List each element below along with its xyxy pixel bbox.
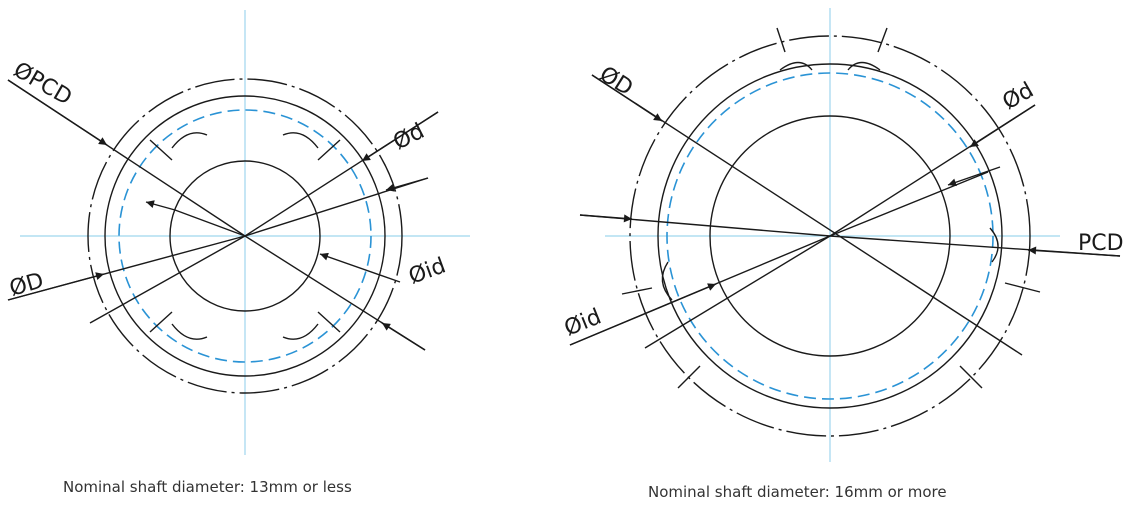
left-pitch-circle [118,109,372,363]
right-nut-diagram: ØD Ød PCD Øid [561,8,1124,462]
right-caption: Nominal shaft diameter: 16mm or more [648,483,947,501]
label-right-D: ØD [595,62,637,101]
right-thread-circle [657,63,1003,409]
label-d: Ød [389,119,428,155]
left-lower-right-arrow [381,322,426,351]
right-outer-circle [629,35,1031,437]
D-right-leader-line [591,74,1023,356]
left-upper-right-leader [244,177,429,237]
left-inner-arrow [145,200,176,211]
right-pitch-circle [666,72,994,400]
left-lower-leader-line [89,235,246,324]
left-dimension-leaders [7,79,439,351]
left-upper-right-arrow [385,177,429,192]
right-left-arrow [579,214,633,223]
left-inner-leader [174,209,246,237]
left-caption: Nominal shaft diameter: 13mm or less [63,478,352,496]
right-grooves [621,27,1041,389]
pcd-arrow [7,79,108,146]
left-nut-diagram: ØPCD Ød ØD Øid [7,10,470,455]
label-right-id: Øid [561,304,605,341]
d-arrow [361,111,439,162]
right-upper-right-leader [829,171,989,237]
id-arrow [319,252,401,283]
label-right-d: Ød [999,78,1039,115]
right-lower-left-leader [644,235,831,349]
left-grooves [149,132,341,340]
id-right-arrow [569,283,717,346]
D-right-arrow [591,74,663,122]
left-thread-circle [104,95,386,377]
right-dimension-leaders [569,74,1121,356]
label-right-pcd: PCD [1078,231,1124,256]
right-inner-circle [709,115,951,357]
left-outer-circle [87,78,403,394]
left-inner-circle [169,160,321,312]
D-arrow [7,272,105,301]
d-right-arrow [969,104,1036,148]
label-D: ØD [7,268,47,301]
pcd-right-arrow [1027,246,1121,257]
label-id: Øid [406,253,450,289]
right-upper-right-arrow [947,166,1001,187]
